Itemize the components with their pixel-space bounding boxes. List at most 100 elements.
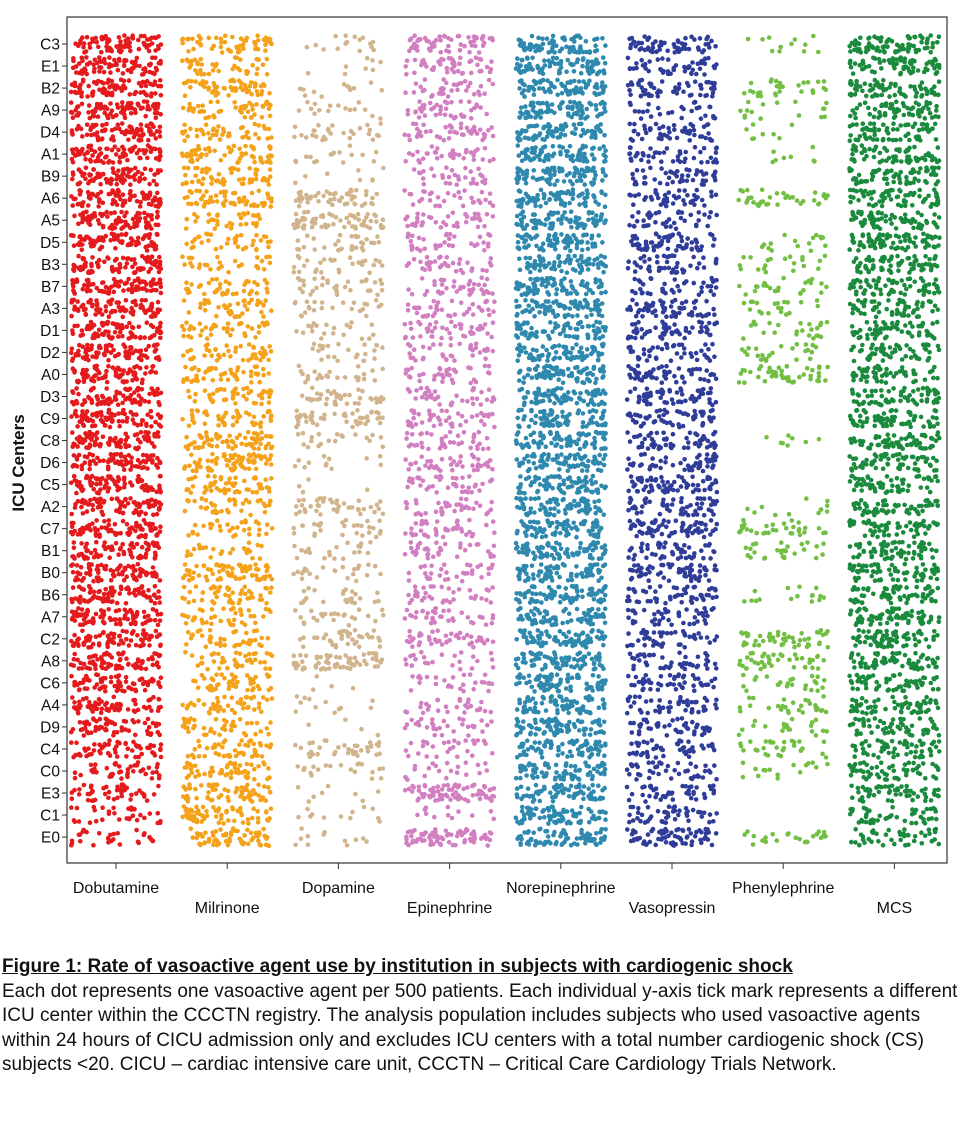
data-point	[145, 155, 150, 161]
data-point	[148, 167, 154, 173]
data-point	[143, 219, 149, 225]
data-point	[130, 264, 135, 270]
data-point	[267, 388, 273, 393]
data-point	[217, 704, 223, 710]
data-point	[203, 644, 209, 650]
data-point	[323, 401, 329, 407]
data-point	[259, 309, 264, 315]
data-point	[69, 840, 75, 846]
data-point	[243, 333, 248, 339]
data-point	[249, 660, 255, 665]
data-point	[107, 92, 113, 97]
data-point	[125, 707, 131, 712]
data-point	[153, 355, 159, 361]
data-point	[260, 320, 266, 326]
data-point	[77, 622, 83, 628]
data-point	[245, 307, 250, 312]
data-point	[241, 211, 246, 216]
data-point	[255, 33, 260, 38]
data-point	[154, 462, 159, 468]
data-point	[145, 542, 151, 547]
data-point	[74, 398, 79, 404]
data-point	[98, 710, 104, 716]
data-point	[203, 498, 209, 503]
data-point	[360, 388, 365, 394]
data-point	[184, 280, 189, 286]
data-point	[147, 192, 153, 198]
data-point	[296, 203, 302, 209]
data-point	[207, 198, 213, 203]
data-point	[123, 265, 128, 270]
data-point	[136, 147, 142, 153]
data-point	[258, 441, 263, 447]
data-point	[183, 649, 188, 655]
data-point	[267, 146, 273, 151]
data-point	[261, 414, 267, 419]
data-point	[264, 697, 270, 703]
data-point	[216, 266, 221, 271]
data-point	[357, 177, 363, 183]
data-point	[244, 658, 250, 664]
data-point	[130, 145, 136, 151]
data-point	[143, 771, 148, 777]
data-point	[93, 159, 98, 164]
data-point	[157, 200, 162, 206]
data-point	[232, 748, 238, 753]
data-point	[261, 614, 266, 619]
data-point	[128, 344, 133, 350]
data-point	[151, 751, 157, 756]
data-point	[151, 178, 157, 184]
data-point	[109, 264, 115, 270]
data-point	[191, 546, 197, 552]
data-point	[195, 532, 200, 537]
data-point	[68, 89, 74, 95]
data-point	[204, 170, 209, 175]
data-point	[373, 396, 379, 401]
data-point	[219, 50, 225, 55]
data-point	[226, 686, 232, 691]
data-point	[251, 155, 257, 160]
data-point	[80, 437, 85, 442]
data-point	[321, 331, 327, 336]
data-point	[185, 549, 190, 554]
data-point	[257, 642, 262, 647]
data-point	[311, 307, 317, 313]
data-point	[257, 556, 263, 561]
data-point	[131, 769, 136, 774]
data-point	[344, 419, 349, 425]
data-point	[380, 345, 385, 350]
data-point	[336, 341, 341, 347]
data-point	[250, 489, 256, 495]
data-point	[119, 121, 125, 126]
data-point	[127, 44, 132, 49]
data-point	[251, 431, 257, 436]
data-point	[226, 236, 231, 242]
data-point	[235, 786, 240, 792]
data-point	[256, 330, 262, 335]
data-point	[255, 816, 261, 821]
data-point	[225, 377, 231, 383]
data-point	[81, 782, 87, 788]
data-point	[88, 125, 94, 130]
data-point	[126, 453, 131, 458]
data-point	[104, 765, 110, 771]
data-point	[210, 599, 215, 604]
data-point	[116, 552, 121, 557]
data-point	[233, 349, 238, 354]
data-point	[334, 283, 340, 289]
data-point	[88, 483, 94, 488]
data-point	[117, 817, 122, 822]
data-point	[149, 334, 154, 339]
data-point	[96, 204, 101, 209]
data-point	[242, 105, 247, 111]
data-point	[355, 352, 360, 358]
data-point	[202, 308, 208, 313]
data-point	[252, 159, 257, 165]
data-point	[356, 387, 361, 393]
data-point	[332, 196, 337, 202]
data-point	[74, 127, 80, 132]
data-point	[143, 43, 149, 48]
data-point	[103, 155, 108, 160]
data-point	[359, 336, 365, 342]
data-point	[254, 71, 260, 77]
